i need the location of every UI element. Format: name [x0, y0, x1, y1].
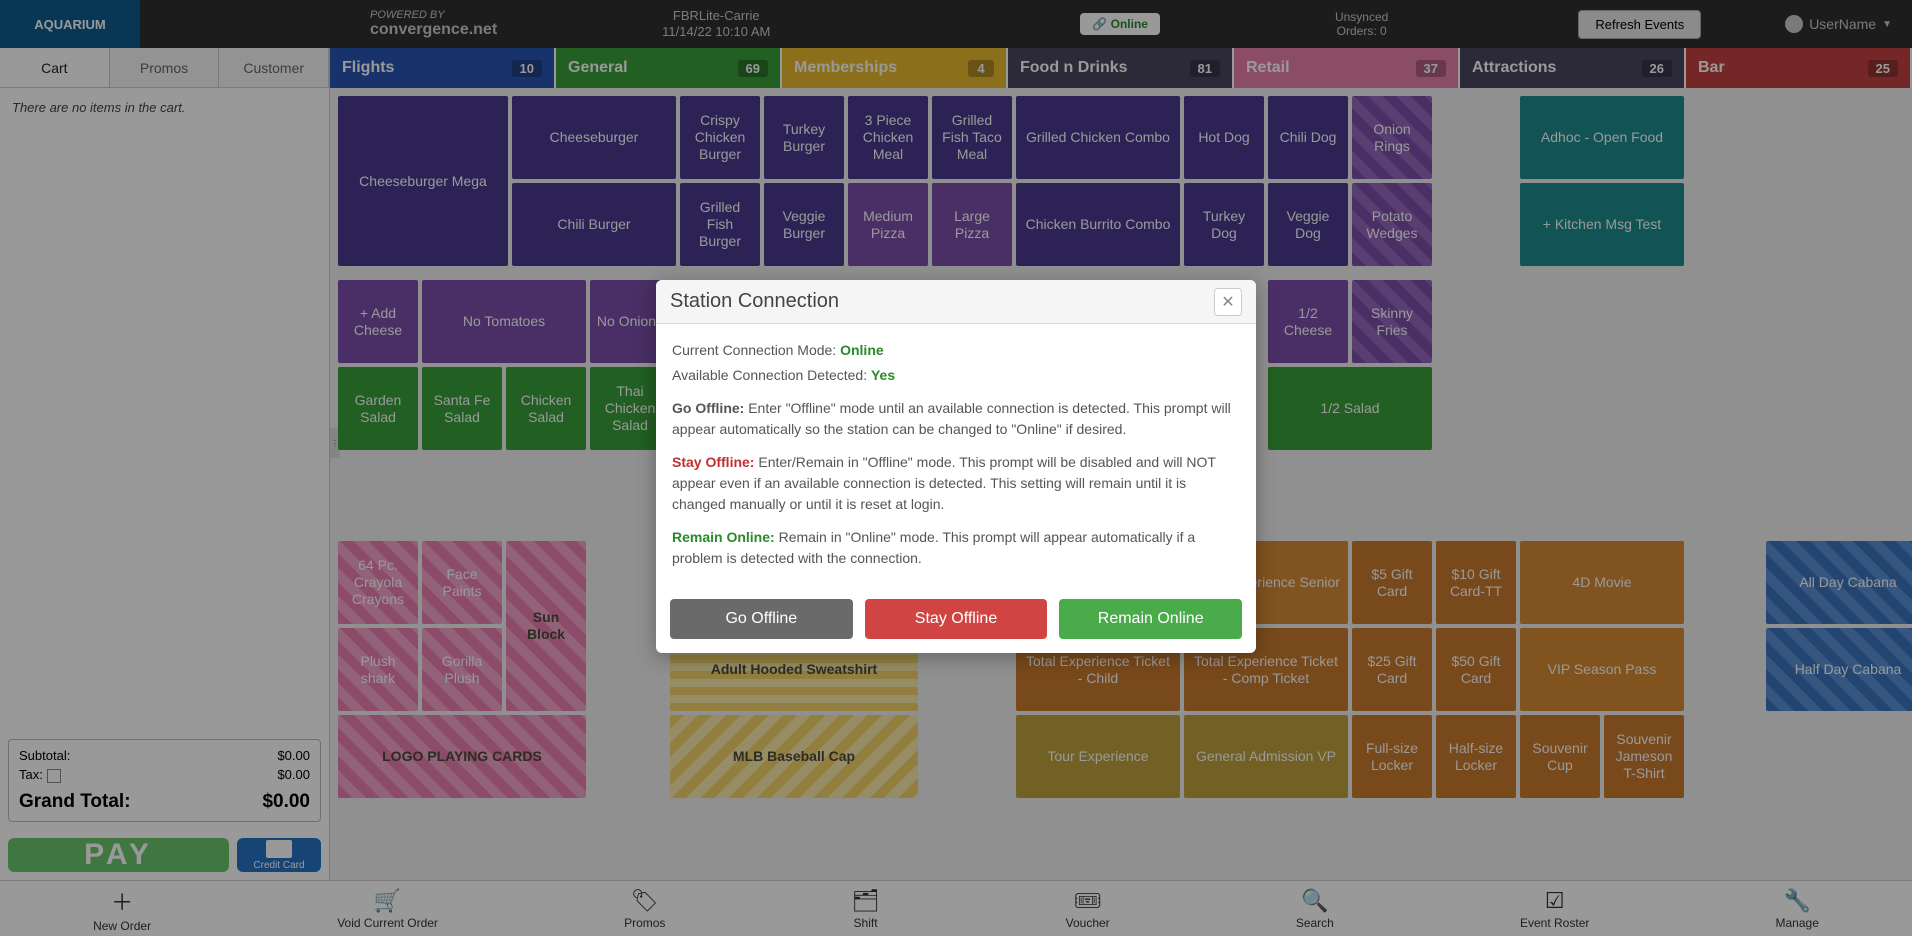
go-offline-title: Go Offline: [672, 400, 744, 416]
stay-offline-title: Stay Offline: [672, 454, 754, 470]
stay-offline-text: Enter/Remain in "Offline" mode. This pro… [672, 454, 1216, 512]
available-connection-row: Available Connection Detected: Yes [672, 365, 1240, 386]
remain-online-section: Remain Online: Remain in "Online" mode. … [672, 527, 1240, 569]
station-connection-modal: Station Connection ✕ Current Connection … [656, 280, 1256, 653]
modal-footer: Go Offline Stay Offline Remain Online [656, 585, 1256, 653]
available-connection-value: Yes [871, 367, 895, 383]
modal-title: Station Connection [670, 290, 839, 313]
connection-mode-row: Current Connection Mode: Online [672, 340, 1240, 361]
modal-header: Station Connection ✕ [656, 280, 1256, 324]
stay-offline-button[interactable]: Stay Offline [865, 599, 1048, 639]
modal-body: Current Connection Mode: Online Availabl… [656, 324, 1256, 585]
stay-offline-section: Stay Offline: Enter/Remain in "Offline" … [672, 452, 1240, 515]
connection-mode-label: Current Connection Mode: [672, 342, 836, 358]
go-offline-button[interactable]: Go Offline [670, 599, 853, 639]
go-offline-text: Enter "Offline" mode until an available … [672, 400, 1231, 437]
connection-mode-value: Online [840, 342, 884, 358]
remain-online-title: Remain Online: [672, 529, 775, 545]
remain-online-button[interactable]: Remain Online [1059, 599, 1242, 639]
available-connection-label: Available Connection Detected: [672, 367, 867, 383]
modal-close-button[interactable]: ✕ [1214, 288, 1242, 316]
close-icon: ✕ [1221, 292, 1234, 312]
go-offline-section: Go Offline: Enter "Offline" mode until a… [672, 398, 1240, 440]
